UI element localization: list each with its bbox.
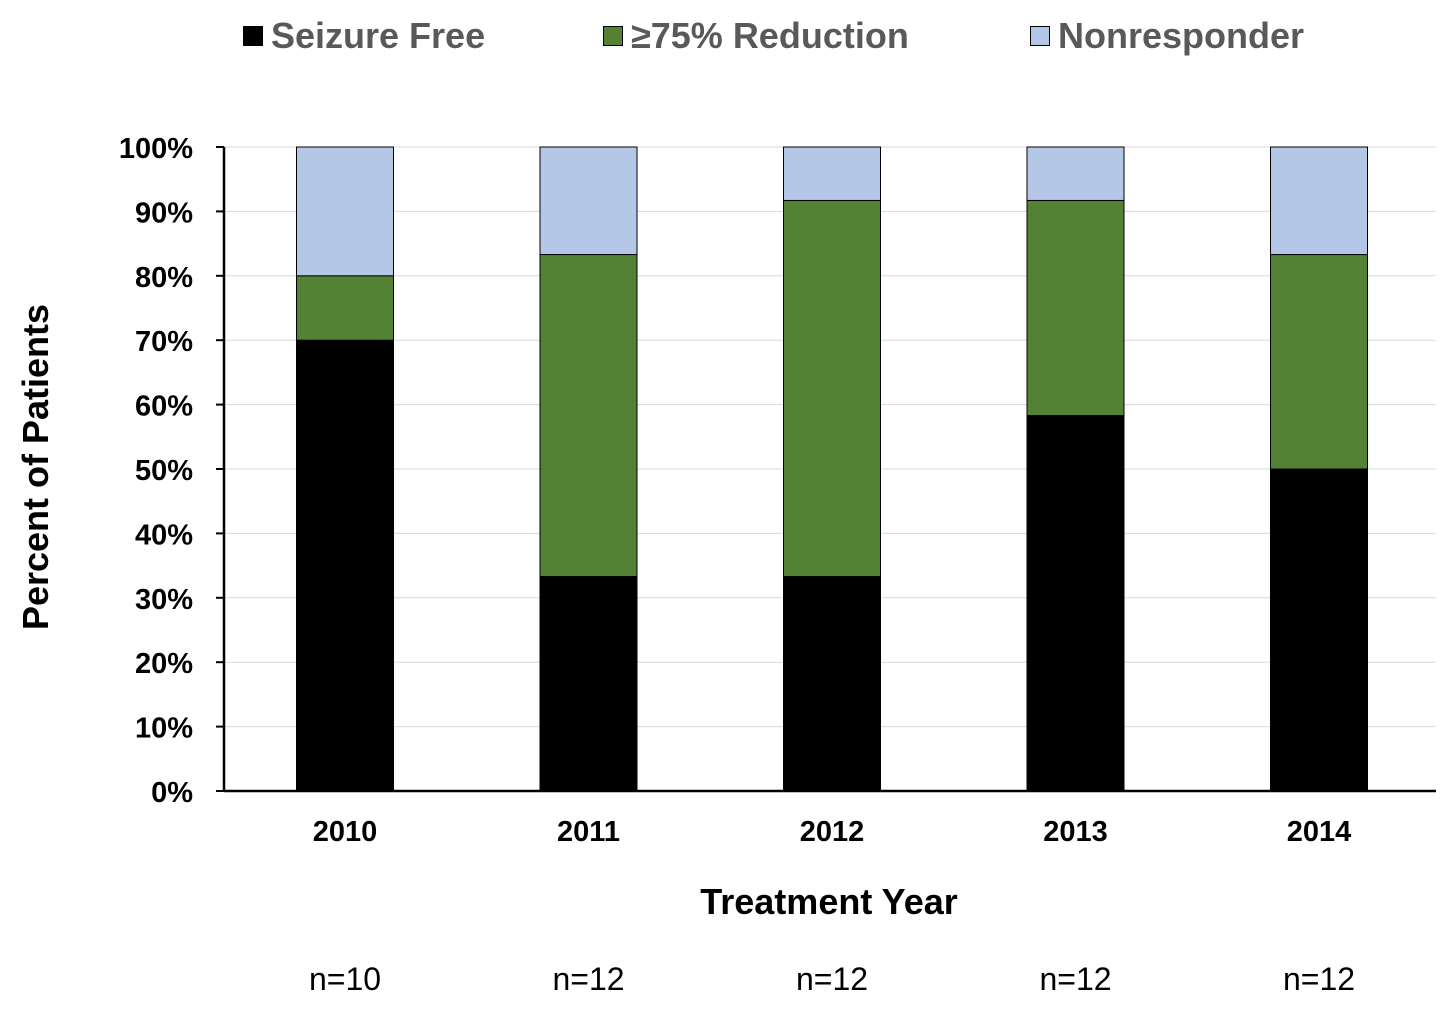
sample-size-label: n=12 (1283, 961, 1355, 997)
x-tick-label: 2014 (1287, 816, 1352, 848)
y-tick-label: 20% (135, 648, 193, 680)
bar-segment-seizure-free-2012 (783, 576, 881, 792)
bar-segment-seizure-free-2013 (1026, 415, 1125, 792)
bar-segment-nonresponder-2014 (1270, 146, 1368, 256)
legend: Seizure Free ≥75% Reduction Nonresponder (0, 14, 1440, 58)
x-tick-label: 2010 (313, 816, 378, 848)
legend-label-75-reduction: ≥75% Reduction (631, 15, 909, 56)
legend-item-seizure-free: Seizure Free (243, 14, 485, 58)
legend-item-nonresponder: Nonresponder (1030, 14, 1304, 58)
y-tick-label: 60% (135, 391, 193, 423)
bar-segment-seizure-free-2014 (1270, 468, 1368, 792)
y-tick-label: 30% (135, 584, 193, 616)
y-tick-label: 90% (135, 197, 193, 229)
legend-label-nonresponder: Nonresponder (1058, 15, 1305, 56)
y-tick-label: 70% (135, 326, 193, 358)
y-tick-label: 80% (135, 262, 193, 294)
bar-segment-nonresponder-2013 (1026, 146, 1125, 201)
x-axis-title: Treatment Year (700, 881, 958, 922)
legend-swatch-75-reduction (603, 26, 623, 46)
y-tick-label: 50% (135, 455, 193, 487)
x-tick-label: 2013 (1043, 816, 1108, 848)
y-tick-label: 0% (151, 777, 193, 809)
bar-segment-nonresponder-2011 (539, 146, 638, 256)
bar-segment-nonresponder-2010 (296, 146, 394, 277)
x-tick-label: 2011 (557, 816, 620, 848)
y-tick-label: 100% (119, 133, 193, 165)
bar-segment-seizure-free-2010 (296, 339, 394, 792)
sample-size-label: n=12 (796, 961, 868, 997)
y-tick-label: 40% (135, 519, 193, 551)
legend-swatch-nonresponder (1030, 26, 1050, 46)
bar-segment-75-reduction-2013 (1026, 199, 1125, 417)
y-tick-label: 10% (135, 713, 193, 745)
bar-segment-75-reduction-2014 (1270, 254, 1368, 470)
legend-item-75-reduction: ≥75% Reduction (603, 14, 909, 58)
bar-segment-75-reduction-2010 (296, 275, 394, 341)
bar-segment-nonresponder-2012 (783, 146, 881, 201)
legend-swatch-seizure-free (243, 26, 263, 46)
sample-size-label: n=10 (309, 961, 381, 997)
bar-segment-75-reduction-2012 (783, 199, 881, 578)
legend-label-seizure-free: Seizure Free (271, 15, 486, 56)
bar-segment-seizure-free-2011 (539, 576, 638, 792)
sample-size-label: n=12 (552, 961, 624, 997)
sample-size-label: n=12 (1039, 961, 1111, 997)
bar-segment-75-reduction-2011 (539, 254, 638, 578)
x-tick-label: 2012 (800, 816, 865, 848)
